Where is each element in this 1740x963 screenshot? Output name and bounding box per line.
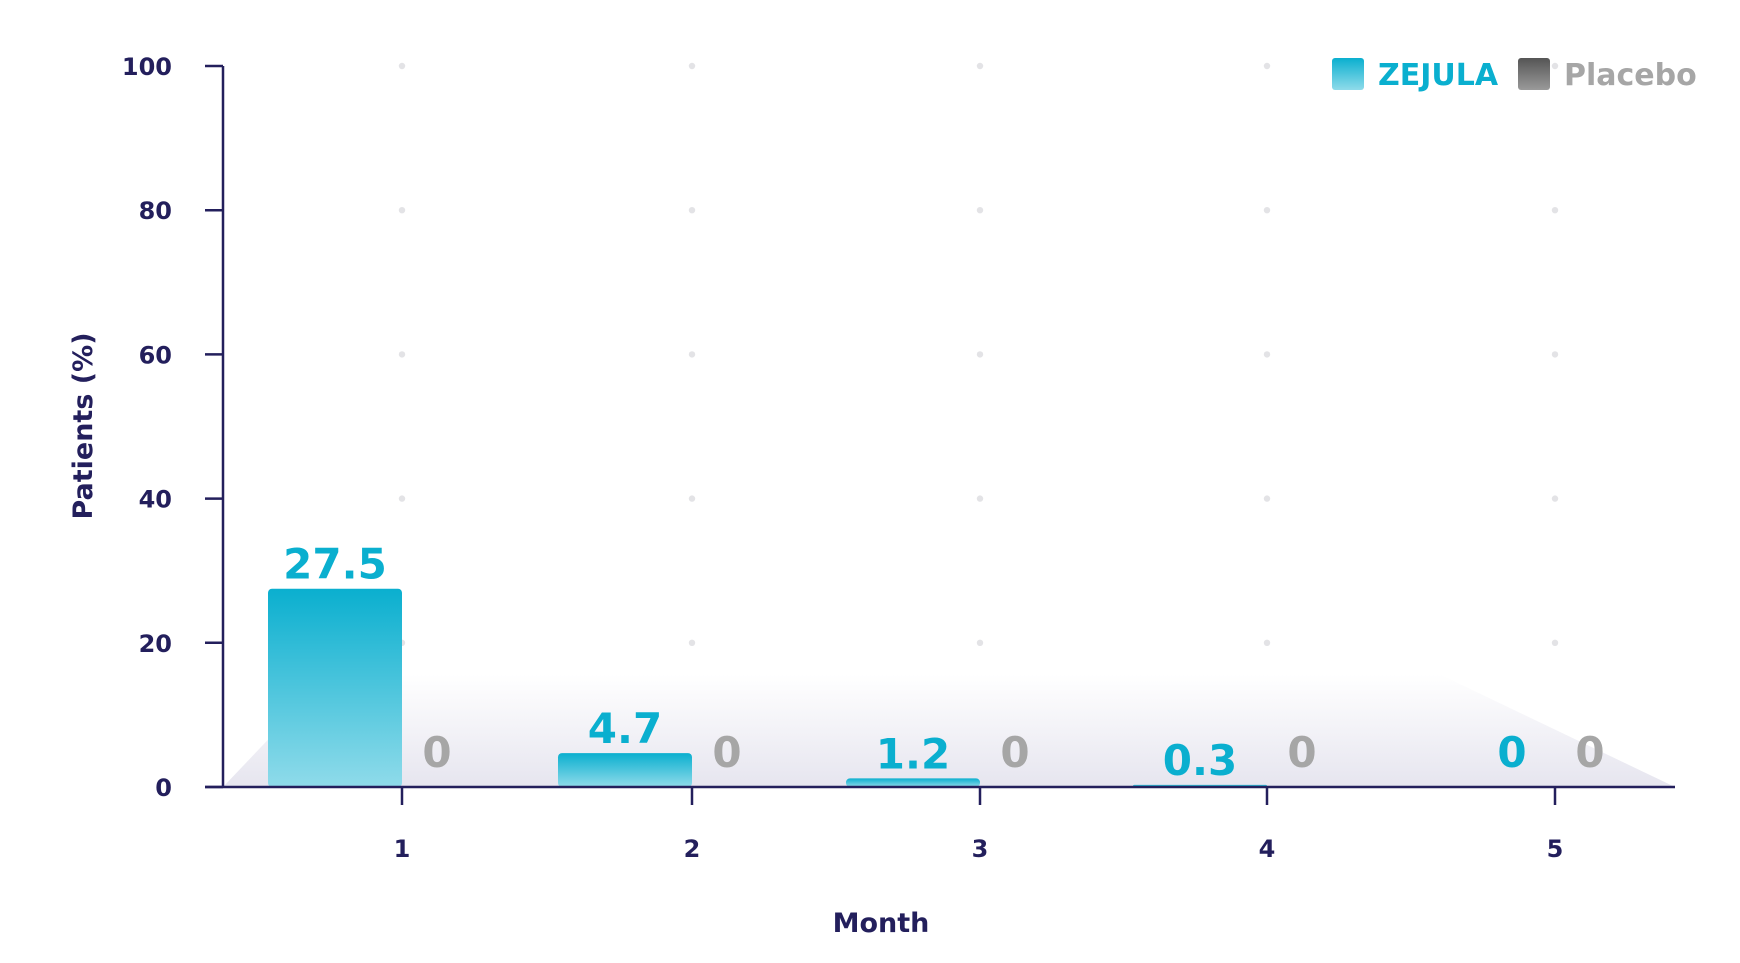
- data-label-zejula-month-4: 0.3: [1163, 736, 1237, 785]
- grid-dot: [398, 207, 406, 214]
- grid-dots: [398, 62, 1559, 646]
- data-labels: 27.50 4.7 0 1.2 0 0.3 0 0 0: [283, 540, 1604, 785]
- y-tick-label-0: 0: [155, 774, 172, 802]
- data-label-placebo-month-3: 0: [1000, 728, 1029, 777]
- grid-dot: [1263, 62, 1271, 70]
- grid-dot: [1551, 62, 1559, 70]
- grid-dot: [1263, 495, 1271, 502]
- legend-swatch-zejula: [1332, 58, 1364, 90]
- legend-label-zejula: ZEJULA: [1378, 58, 1499, 93]
- y-tick-label-20: 20: [139, 630, 172, 658]
- grid-dot: [976, 639, 984, 646]
- data-label-zejula-month-3: 1.2: [876, 729, 950, 778]
- data-label-placebo-month-5: 0: [1575, 728, 1604, 777]
- bar-zejula-month-2: [558, 753, 692, 787]
- x-tick-label-1: 1: [394, 835, 411, 863]
- grid-dot: [1551, 351, 1559, 358]
- bars: [268, 588, 1267, 787]
- grid-dot: [1263, 207, 1271, 214]
- legend: ZEJULA Placebo: [1332, 58, 1697, 93]
- grid-dot: [688, 351, 696, 358]
- y-tick-label-80: 80: [139, 197, 172, 225]
- x-tick-label-3: 3: [972, 835, 989, 863]
- grid-dot: [1551, 639, 1559, 646]
- grid-dot: [1551, 207, 1559, 214]
- grid-dot: [976, 62, 984, 70]
- legend-label-placebo: Placebo: [1564, 58, 1697, 93]
- grid-dot: [688, 207, 696, 214]
- grid-dot: [976, 351, 984, 358]
- data-label-placebo-month-4: 0: [1287, 728, 1316, 777]
- data-label-zejula-month-5: 0: [1497, 728, 1526, 777]
- data-label-zejula-month-2: 4.7: [588, 704, 662, 753]
- grid-dot: [688, 639, 696, 646]
- y-axis-ticks: 0 20 40 60 80 100: [122, 53, 223, 802]
- grid-dot: [688, 62, 696, 70]
- x-tick-label-4: 4: [1259, 835, 1276, 863]
- data-label-placebo-month-1: 0: [422, 728, 451, 777]
- grid-dot: [1263, 351, 1271, 358]
- grid-dot: [398, 495, 406, 502]
- y-axis-title: Patients (%): [68, 332, 99, 519]
- data-label-zejula-month-1: 27.5: [283, 540, 387, 589]
- x-axis-title: Month: [833, 908, 930, 939]
- grid-dot: [976, 495, 984, 502]
- bar-zejula-month-3: [846, 778, 980, 787]
- grid-dot: [976, 207, 984, 214]
- x-axis-ticks: 1 2 3 4 5: [394, 787, 1564, 863]
- y-tick-label-100: 100: [122, 53, 172, 81]
- grid-dot: [1551, 495, 1559, 502]
- grid-dot: [688, 495, 696, 502]
- grid-dot: [398, 62, 406, 70]
- legend-swatch-placebo: [1518, 58, 1550, 90]
- y-tick-label-60: 60: [139, 341, 172, 369]
- y-tick-label-40: 40: [139, 486, 172, 514]
- x-tick-label-5: 5: [1547, 835, 1564, 863]
- grid-dot: [398, 351, 406, 358]
- x-tick-label-2: 2: [684, 835, 701, 863]
- data-label-placebo-month-2: 0: [712, 728, 741, 777]
- bar-zejula-month-1: [268, 588, 402, 787]
- grid-dot: [1263, 639, 1271, 646]
